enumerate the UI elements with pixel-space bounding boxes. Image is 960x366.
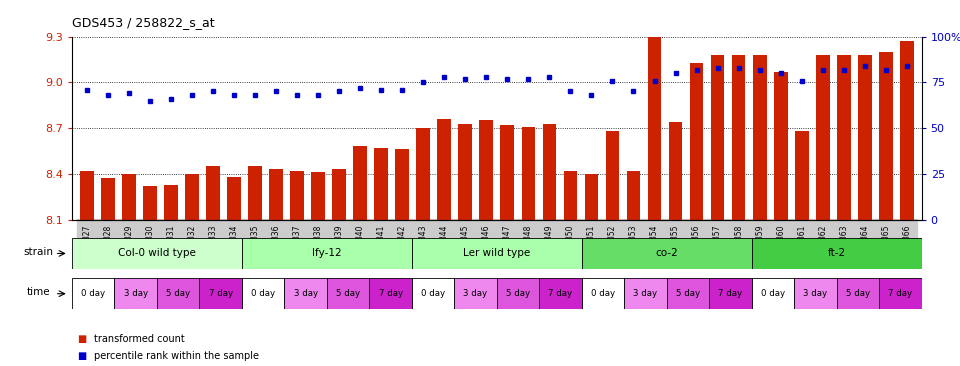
Bar bbox=[624, 278, 666, 309]
Bar bbox=[332, 169, 346, 220]
Text: Col-0 wild type: Col-0 wild type bbox=[118, 249, 196, 258]
Bar bbox=[396, 149, 409, 220]
Bar bbox=[709, 278, 752, 309]
Bar bbox=[794, 278, 836, 309]
Bar bbox=[353, 146, 367, 220]
Text: 0 day: 0 day bbox=[421, 289, 445, 298]
Text: 0 day: 0 day bbox=[761, 289, 785, 298]
Bar bbox=[242, 238, 412, 269]
Bar bbox=[582, 238, 752, 269]
Bar bbox=[879, 278, 922, 309]
Text: 7 day: 7 day bbox=[718, 289, 742, 298]
Text: 5 day: 5 day bbox=[846, 289, 870, 298]
Bar bbox=[311, 172, 324, 220]
Bar bbox=[101, 179, 114, 220]
Bar bbox=[412, 278, 454, 309]
Text: time: time bbox=[27, 287, 50, 297]
Text: 0 day: 0 day bbox=[591, 289, 615, 298]
Text: transformed count: transformed count bbox=[94, 333, 185, 344]
Bar bbox=[326, 278, 370, 309]
Bar bbox=[648, 37, 661, 220]
Bar bbox=[164, 184, 178, 220]
Bar bbox=[284, 278, 326, 309]
Text: 5 day: 5 day bbox=[506, 289, 530, 298]
Text: 5 day: 5 day bbox=[676, 289, 700, 298]
Bar bbox=[248, 166, 262, 220]
Text: ■: ■ bbox=[77, 351, 86, 361]
Text: lfy-12: lfy-12 bbox=[312, 249, 342, 258]
Text: 7 day: 7 day bbox=[378, 289, 402, 298]
Bar bbox=[752, 278, 794, 309]
Text: 7 day: 7 day bbox=[208, 289, 232, 298]
Bar bbox=[290, 171, 304, 220]
Bar bbox=[479, 120, 493, 220]
Bar bbox=[795, 131, 808, 220]
Bar bbox=[585, 174, 598, 220]
Bar bbox=[156, 278, 200, 309]
Text: 3 day: 3 day bbox=[804, 289, 828, 298]
Text: ■: ■ bbox=[77, 333, 86, 344]
Bar bbox=[606, 131, 619, 220]
Bar bbox=[542, 123, 556, 220]
Bar bbox=[564, 171, 577, 220]
Text: 3 day: 3 day bbox=[294, 289, 318, 298]
Bar bbox=[689, 63, 704, 220]
Text: percentile rank within the sample: percentile rank within the sample bbox=[94, 351, 259, 361]
Bar bbox=[753, 55, 766, 220]
Bar bbox=[837, 55, 851, 220]
Bar bbox=[143, 186, 156, 220]
Bar bbox=[521, 127, 535, 220]
Text: 3 day: 3 day bbox=[634, 289, 658, 298]
Bar bbox=[627, 171, 640, 220]
Text: GDS453 / 258822_s_at: GDS453 / 258822_s_at bbox=[72, 16, 215, 29]
Bar bbox=[228, 177, 241, 220]
Bar bbox=[122, 174, 135, 220]
Bar bbox=[858, 55, 872, 220]
Bar bbox=[732, 55, 746, 220]
Bar bbox=[459, 123, 472, 220]
Bar bbox=[774, 72, 787, 220]
Text: 3 day: 3 day bbox=[464, 289, 488, 298]
Bar bbox=[185, 174, 199, 220]
Bar bbox=[200, 278, 242, 309]
Text: 0 day: 0 day bbox=[82, 289, 106, 298]
Bar bbox=[72, 238, 242, 269]
Bar bbox=[412, 238, 582, 269]
Bar bbox=[374, 148, 388, 220]
Bar bbox=[114, 278, 157, 309]
Bar bbox=[752, 238, 922, 269]
Bar bbox=[497, 278, 540, 309]
Bar bbox=[370, 278, 412, 309]
Bar bbox=[454, 278, 497, 309]
Bar bbox=[269, 169, 283, 220]
Text: 0 day: 0 day bbox=[252, 289, 276, 298]
Bar bbox=[900, 41, 914, 220]
Text: strain: strain bbox=[24, 247, 54, 257]
Bar bbox=[816, 55, 829, 220]
Text: 3 day: 3 day bbox=[124, 289, 148, 298]
Bar bbox=[72, 278, 114, 309]
Text: co-2: co-2 bbox=[656, 249, 678, 258]
Text: ft-2: ft-2 bbox=[828, 249, 846, 258]
Bar bbox=[582, 278, 624, 309]
Bar bbox=[669, 122, 683, 220]
Bar bbox=[206, 166, 220, 220]
Bar bbox=[242, 278, 284, 309]
Bar bbox=[417, 128, 430, 220]
Text: 5 day: 5 day bbox=[166, 289, 190, 298]
Bar bbox=[836, 278, 879, 309]
Text: 5 day: 5 day bbox=[336, 289, 360, 298]
Bar bbox=[666, 278, 709, 309]
Bar bbox=[438, 119, 451, 220]
Text: 7 day: 7 day bbox=[888, 289, 912, 298]
Text: Ler wild type: Ler wild type bbox=[463, 249, 531, 258]
Bar bbox=[540, 278, 582, 309]
Text: 7 day: 7 day bbox=[548, 289, 572, 298]
Bar bbox=[80, 171, 93, 220]
Bar bbox=[500, 125, 515, 220]
Bar bbox=[710, 55, 725, 220]
Bar bbox=[879, 52, 893, 220]
